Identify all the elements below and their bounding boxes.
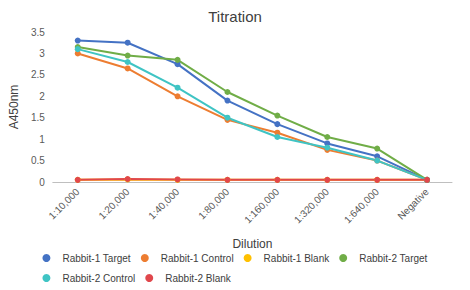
svg-text:0.5: 0.5 bbox=[31, 155, 45, 166]
svg-text:1.5: 1.5 bbox=[31, 112, 45, 123]
svg-text:1:640,000: 1:640,000 bbox=[342, 186, 382, 226]
svg-text:1: 1 bbox=[39, 134, 45, 145]
svg-text:2.5: 2.5 bbox=[31, 69, 45, 80]
svg-text:3.5: 3.5 bbox=[31, 27, 45, 38]
svg-text:1:160,000: 1:160,000 bbox=[242, 186, 282, 226]
svg-text:Rabbit-1 Blank: Rabbit-1 Blank bbox=[264, 253, 331, 264]
svg-text:Dilution: Dilution bbox=[232, 237, 272, 251]
svg-text:1:80,000: 1:80,000 bbox=[196, 186, 232, 222]
svg-text:1:320,000: 1:320,000 bbox=[292, 186, 332, 226]
svg-text:Titration: Titration bbox=[208, 8, 262, 25]
svg-text:Rabbit-1 Target: Rabbit-1 Target bbox=[62, 253, 130, 264]
svg-text:A450nm: A450nm bbox=[7, 85, 21, 130]
svg-text:Rabbit-2 Blank: Rabbit-2 Blank bbox=[165, 273, 232, 284]
svg-text:1:10,000: 1:10,000 bbox=[46, 186, 82, 222]
svg-text:Rabbit-1 Control: Rabbit-1 Control bbox=[161, 253, 234, 264]
svg-text:Negative: Negative bbox=[395, 186, 431, 222]
svg-text:Rabbit-2 Control: Rabbit-2 Control bbox=[62, 273, 135, 284]
svg-text:Rabbit-2 Target: Rabbit-2 Target bbox=[359, 253, 427, 264]
svg-text:2: 2 bbox=[39, 91, 45, 102]
svg-text:3: 3 bbox=[39, 48, 45, 59]
svg-text:0: 0 bbox=[39, 177, 45, 188]
svg-text:1:20,000: 1:20,000 bbox=[96, 186, 132, 222]
svg-text:1:40,000: 1:40,000 bbox=[146, 186, 182, 222]
